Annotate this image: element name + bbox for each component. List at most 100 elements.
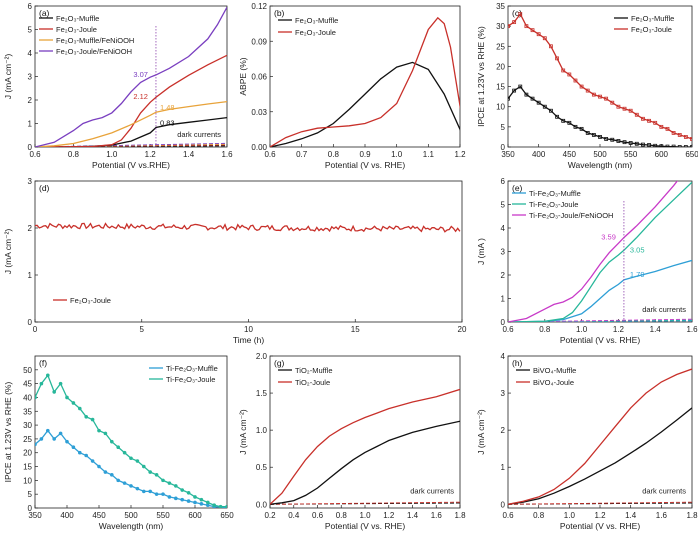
data-point: [659, 124, 664, 129]
y-tick-label: 0: [28, 318, 33, 327]
data-point: [622, 106, 627, 111]
x-tick-label: 1.6: [221, 150, 233, 159]
data-point: [186, 491, 191, 495]
y-tick-label: 3: [501, 248, 506, 257]
data-point: [665, 144, 670, 147]
data-point: [641, 116, 645, 121]
data-point: [135, 459, 140, 463]
data-point: [622, 140, 627, 145]
series-line: [35, 222, 461, 233]
data-point: [604, 137, 609, 141]
x-tick-label: 450: [92, 511, 106, 520]
x-tick-label: 1.8: [686, 511, 698, 520]
y-tick-label: 5: [501, 201, 506, 210]
y-axis-label: ABPE (%): [238, 57, 248, 95]
data-point: [530, 96, 535, 101]
panel-label: (c): [512, 8, 522, 18]
data-point: [161, 492, 165, 496]
data-point: [671, 130, 676, 135]
x-tick-label: 1.2: [613, 325, 625, 334]
x-tick-label: 550: [624, 150, 638, 159]
data-point: [52, 390, 56, 394]
y-tick-label: 20: [496, 62, 505, 71]
data-point: [561, 118, 566, 123]
x-tick-label: 0.6: [502, 325, 514, 334]
panel-c: 350 400 450 500 550 600 650 0 5 10 15 20 25 30 35 Wavel…: [476, 2, 698, 170]
data-point: [665, 126, 670, 131]
y-tick-label: 2: [28, 224, 33, 233]
data-point: [641, 142, 645, 147]
x-tick-label: 1.2: [454, 150, 466, 159]
data-point: [46, 428, 50, 433]
data-point: [193, 495, 197, 499]
x-tick-label: 1.6: [431, 511, 443, 520]
x-tick-label: 0.8: [336, 511, 348, 520]
x-axis-label: Potential (V vs. RHE): [560, 335, 640, 345]
y-tick-label: 0.06: [251, 73, 267, 82]
legend-label: Fe₂O₃-Joule: [631, 25, 672, 34]
data-point: [524, 92, 529, 97]
legend-label: TiO₂-Joule: [295, 378, 330, 387]
data-point: [129, 456, 133, 461]
data-point: [103, 470, 108, 474]
x-tick-label: 0.4: [288, 511, 300, 520]
data-point: [154, 492, 159, 496]
x-tick-label: 0.6: [29, 150, 41, 159]
data-point: [180, 488, 184, 492]
data-point: [122, 481, 127, 485]
x-tick-label: 1.4: [625, 511, 637, 520]
panel-d: 0 5 10 15 20 0 1 2 3 Time (h) J (mA cm⁻²) (d) Fe₂O₃-…: [3, 177, 467, 345]
plot-area: [508, 12, 692, 147]
x-tick-label: 1.2: [145, 150, 157, 159]
value-annotation: 1.48: [160, 103, 175, 112]
x-tick-label: 400: [60, 511, 74, 520]
dark-current-line: [270, 502, 460, 505]
data-point: [39, 381, 44, 386]
data-point: [84, 453, 88, 458]
y-tick-label: 1: [501, 463, 506, 472]
value-annotation: 1.79: [630, 270, 645, 279]
data-point: [58, 381, 63, 386]
data-point: [604, 96, 609, 101]
data-point: [536, 100, 541, 105]
data-point: [116, 478, 120, 483]
y-axis-label: J (mA ): [476, 238, 486, 265]
data-point: [148, 489, 152, 494]
x-tick-label: 350: [28, 511, 42, 520]
panel-h: 0.6 0.8 1.0 1.2 1.4 1.6 1.8 0 1 2 3 4 Potential (V v…: [476, 352, 698, 531]
panel-label: (a): [39, 8, 50, 18]
value-annotation: 3.59: [601, 233, 616, 242]
data-point: [591, 133, 596, 137]
data-point: [212, 503, 216, 508]
y-tick-label: 50: [23, 366, 32, 375]
data-point: [536, 32, 541, 37]
x-axis-label: Time (h): [233, 335, 264, 345]
data-point: [110, 439, 114, 444]
data-point: [524, 24, 529, 29]
y-tick-label: 25: [496, 42, 505, 51]
y-tick-label: 3: [501, 389, 506, 398]
panel-e: 0.6 0.8 1.0 1.2 1.4 1.6 0 1 2 3 4 5 6 Potential (V vs…: [476, 177, 698, 345]
series-line: [35, 6, 227, 147]
x-tick-label: 350: [501, 150, 515, 159]
y-tick-label: 3: [28, 177, 33, 186]
data-point: [690, 137, 692, 141]
data-point: [35, 442, 37, 447]
legend-label: TiO₂-Muffle: [295, 366, 333, 375]
data-point: [616, 104, 621, 109]
data-point: [71, 401, 76, 405]
data-point: [610, 137, 615, 142]
series-line: [35, 429, 227, 508]
legend-label: Fe₂O₃-Joule: [56, 25, 97, 34]
data-point: [518, 12, 523, 16]
series-line: [270, 16, 460, 147]
y-tick-label: 0.0: [256, 500, 268, 509]
y-tick-label: 30: [23, 421, 32, 430]
x-axis-label: Wavelength (nm): [568, 160, 633, 170]
x-tick-label: 1.4: [183, 150, 195, 159]
data-point: [52, 437, 56, 441]
x-tick-label: 1.0: [359, 511, 371, 520]
x-tick-label: 400: [532, 150, 546, 159]
data-point: [199, 497, 204, 502]
data-point: [148, 470, 152, 474]
